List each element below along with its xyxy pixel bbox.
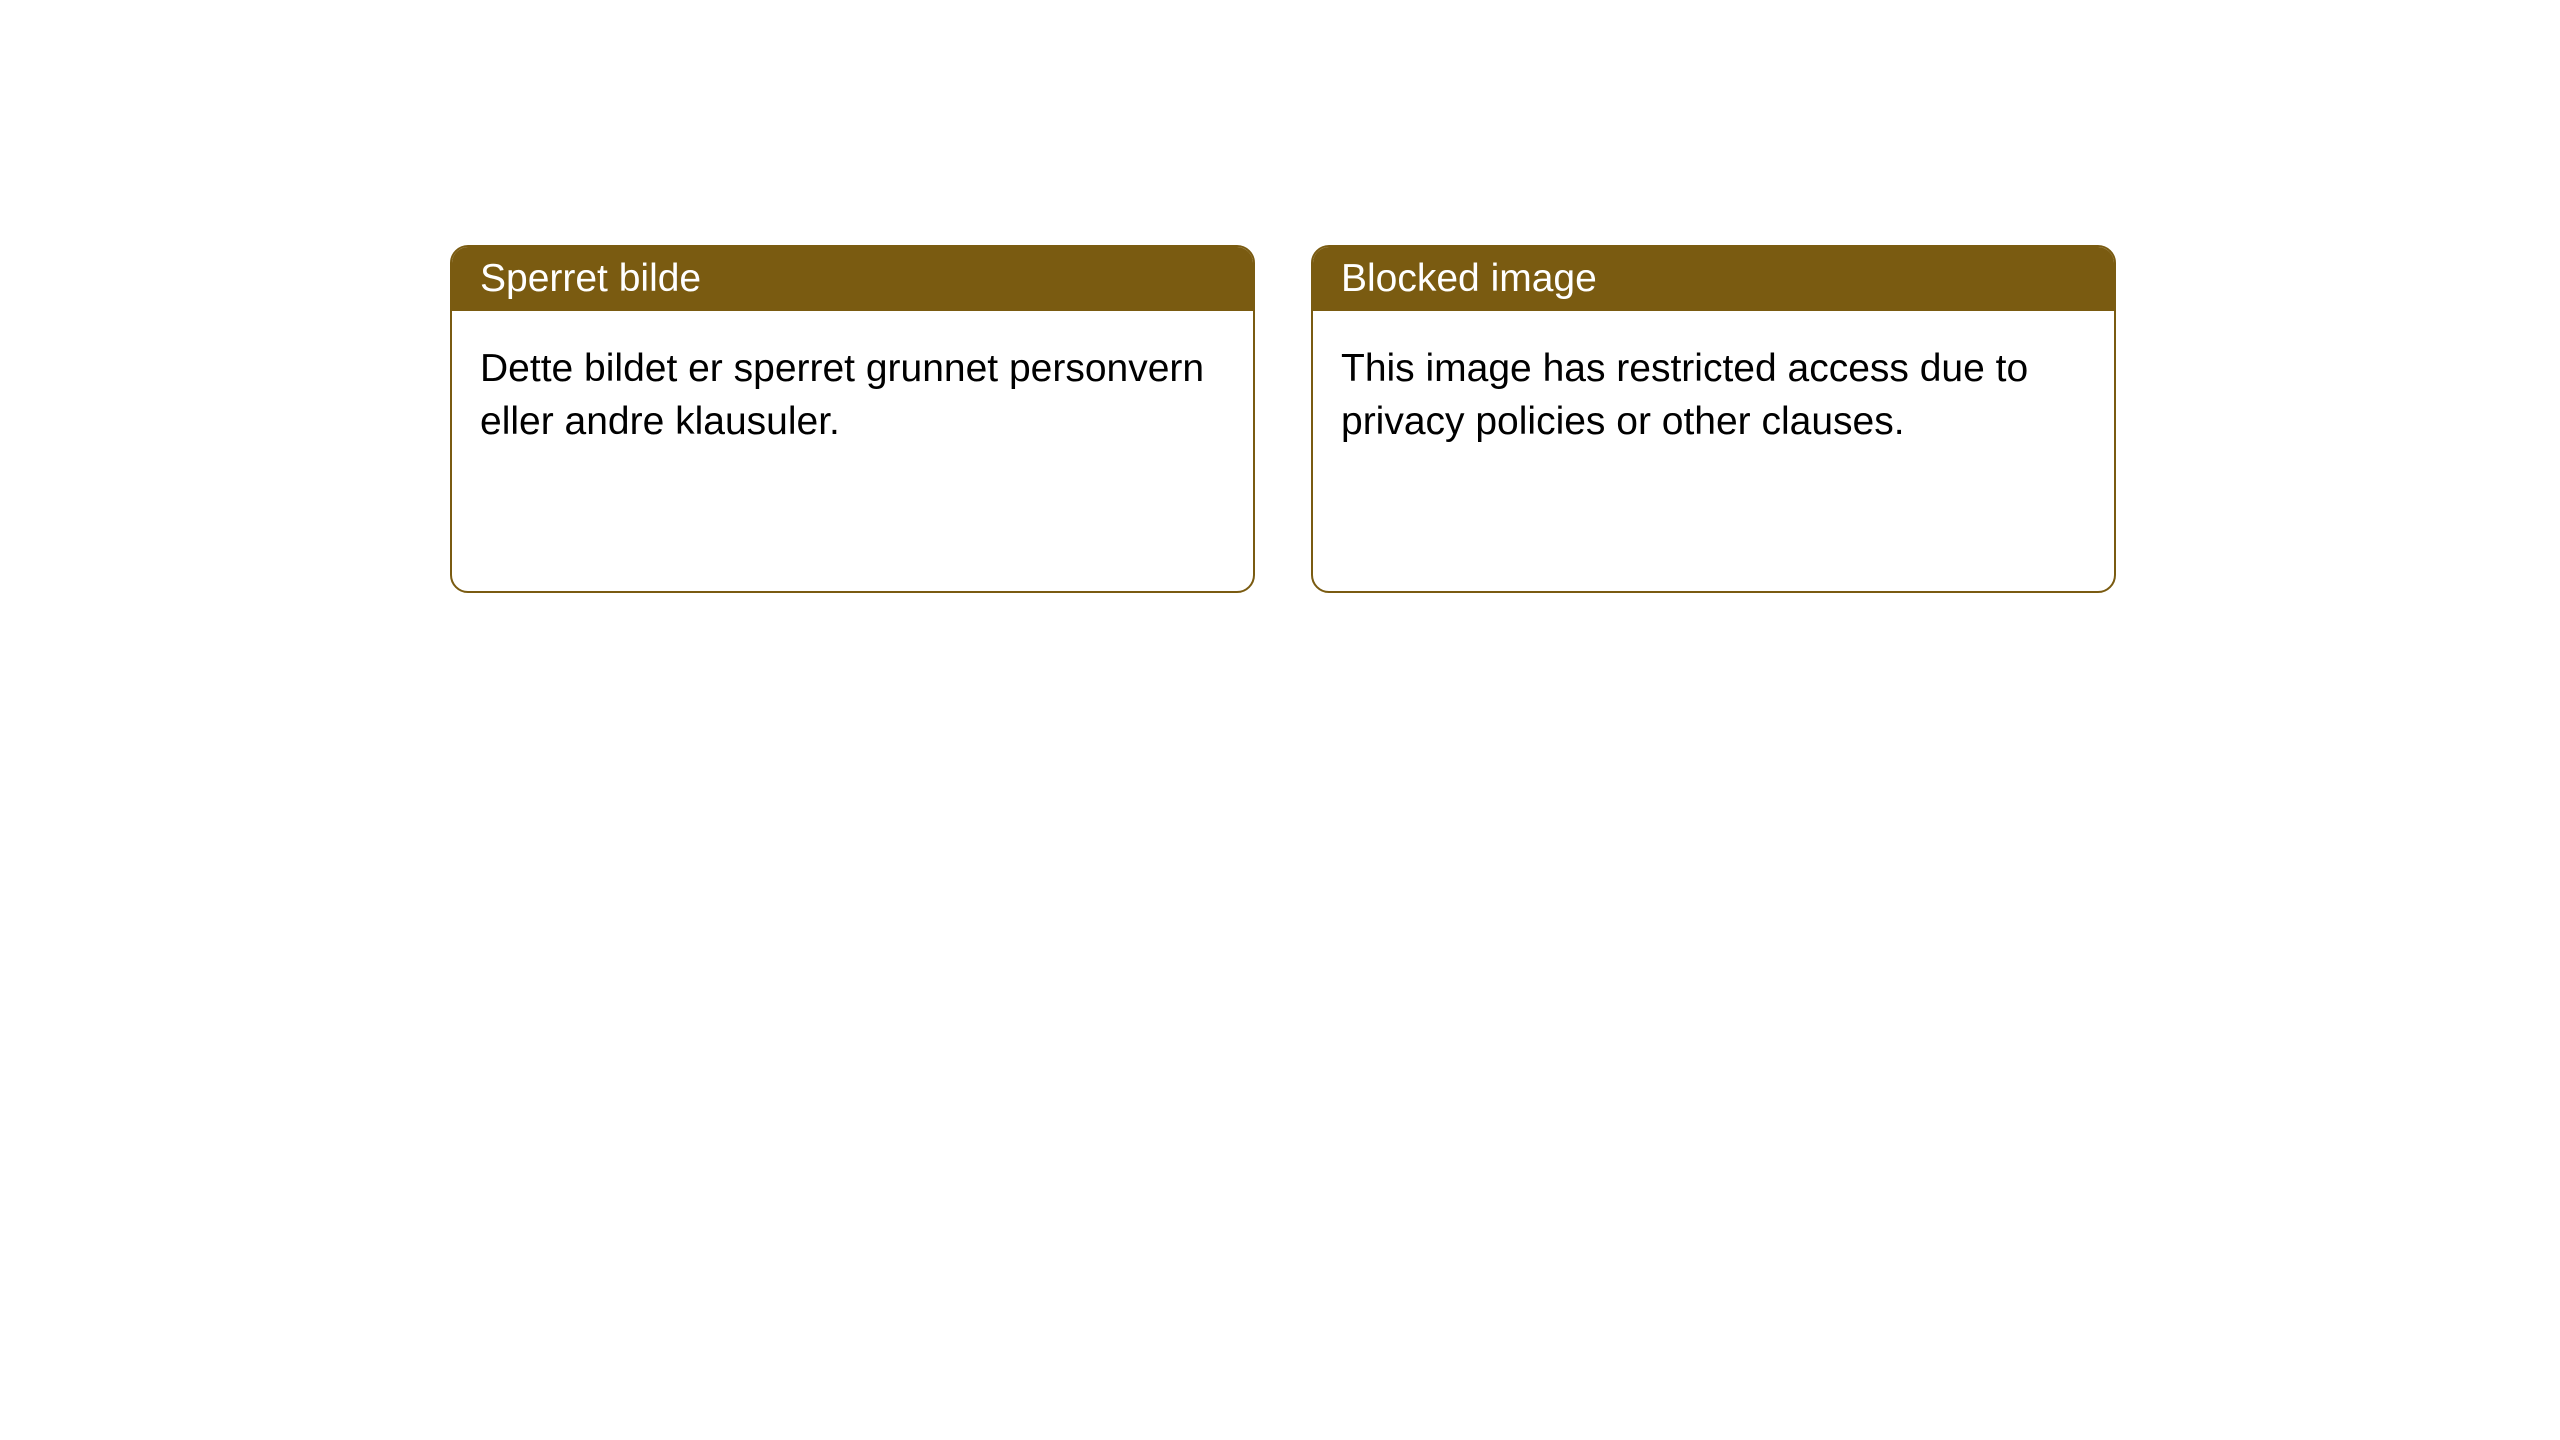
- notice-card-norwegian: Sperret bilde Dette bildet er sperret gr…: [450, 245, 1255, 593]
- notice-container: Sperret bilde Dette bildet er sperret gr…: [0, 0, 2560, 593]
- notice-title: Blocked image: [1313, 247, 2114, 311]
- notice-card-english: Blocked image This image has restricted …: [1311, 245, 2116, 593]
- notice-body: Dette bildet er sperret grunnet personve…: [452, 311, 1253, 591]
- notice-title: Sperret bilde: [452, 247, 1253, 311]
- notice-body: This image has restricted access due to …: [1313, 311, 2114, 591]
